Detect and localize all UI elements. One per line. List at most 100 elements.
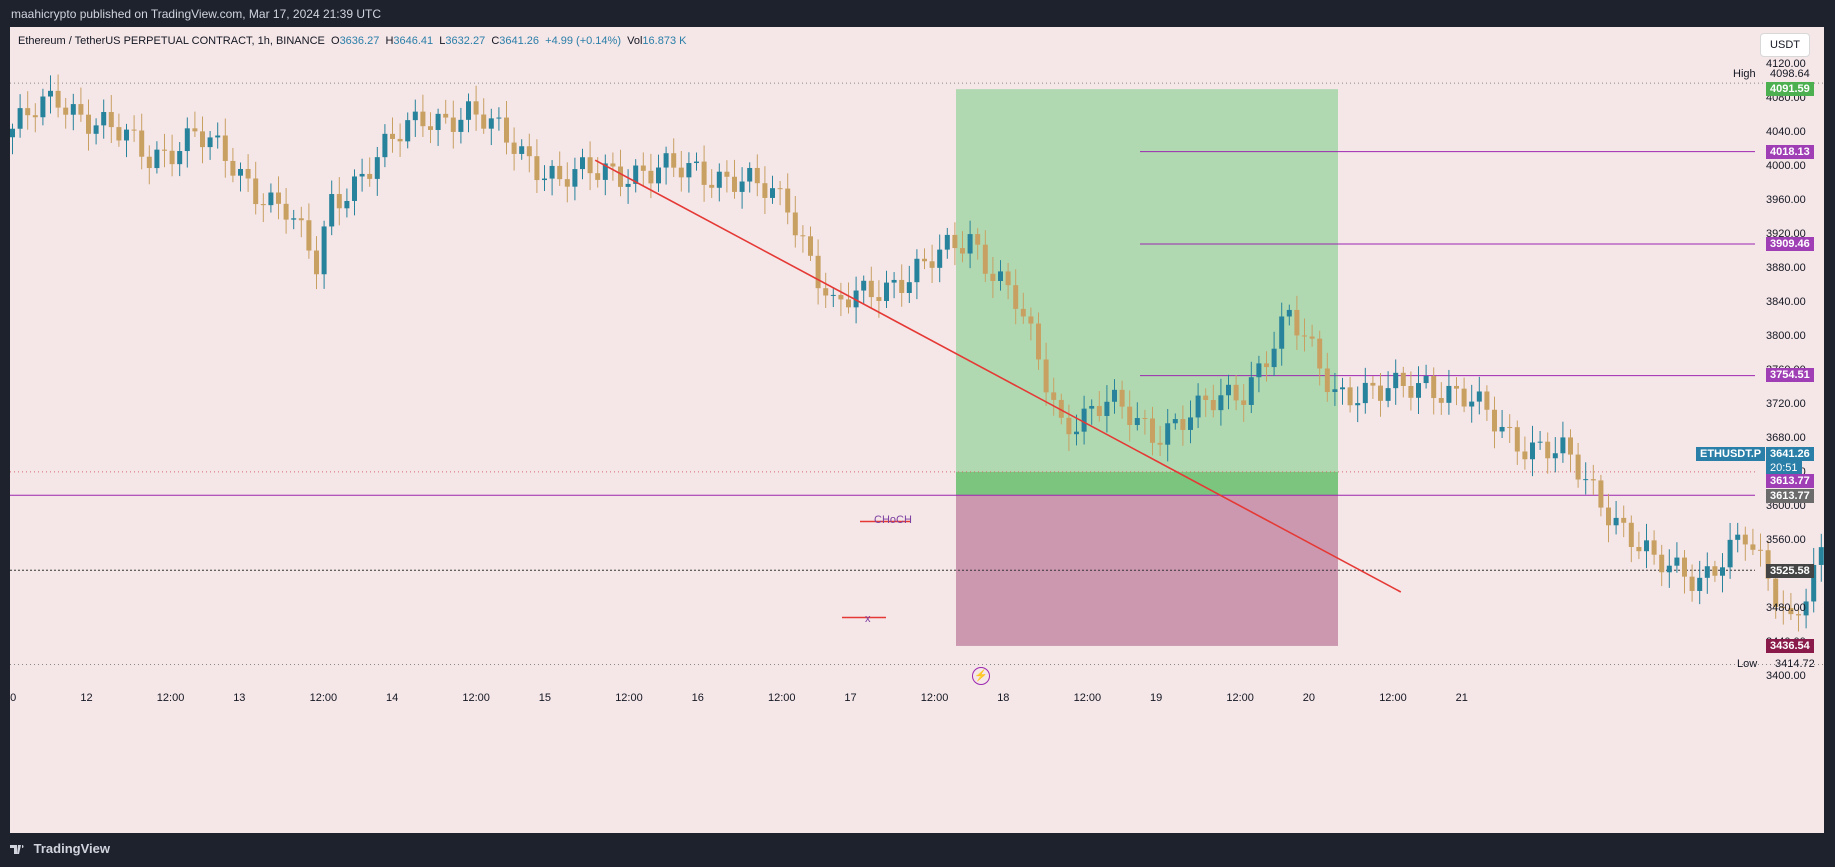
candle-body [1758, 549, 1763, 551]
candle-body [283, 203, 289, 220]
candle-body [1241, 400, 1247, 405]
candle-body [671, 153, 677, 168]
x-tick-label: 19 [1150, 692, 1163, 704]
candle-body [1697, 577, 1703, 591]
candle-body [1203, 395, 1209, 401]
currency-button[interactable]: USDT [1760, 33, 1810, 57]
candle-body [314, 250, 319, 275]
publisher-line: maahicrypto published on TradingView.com… [11, 7, 381, 21]
candle-body [587, 157, 593, 174]
candle-body [146, 156, 152, 169]
candle-body [207, 137, 213, 148]
candle-body [998, 271, 1003, 282]
candle-body [1682, 557, 1687, 577]
x-tick-label: 12:00 [156, 692, 185, 704]
last-price-tag: 3641.26 [1766, 447, 1814, 461]
candle-body [154, 149, 160, 169]
candle-body [1020, 308, 1026, 317]
y-tick-label: 3880.00 [1766, 262, 1806, 274]
candle-body [1089, 405, 1095, 409]
high-label-tag: High [1733, 68, 1756, 80]
candle-body [1355, 403, 1361, 406]
candle-body [967, 234, 973, 254]
chart-plot[interactable] [10, 27, 1824, 833]
low-value-tag: 3414.72 [1775, 658, 1815, 670]
candle-body [1317, 338, 1323, 369]
chart-area[interactable]: Ethereum / TetherUS PERPETUAL CONTRACT, … [10, 27, 1824, 833]
candle-body [86, 114, 91, 134]
candle-body [724, 171, 730, 177]
candle-body [678, 167, 684, 178]
y-tick-label: 3400.00 [1766, 670, 1806, 682]
candle-body [215, 135, 221, 138]
candle-body [853, 290, 859, 308]
candle-body [17, 108, 23, 129]
candle-body [884, 282, 889, 301]
candle-body [868, 280, 874, 298]
candle-body [534, 156, 540, 181]
candle-body [1644, 540, 1649, 552]
symbol-price-tag: ETHUSDT.P [1696, 447, 1766, 461]
candle-body [1104, 401, 1110, 416]
candle-body [162, 149, 167, 151]
candle-body [1735, 534, 1741, 540]
candle-body [405, 120, 411, 142]
candle-body [694, 161, 699, 164]
candle-body [1803, 601, 1809, 616]
candle-body [519, 146, 525, 154]
candle-body [899, 279, 905, 293]
candle-body [1271, 348, 1277, 368]
brand-label: TradingView [33, 841, 110, 856]
candle-body [1431, 375, 1437, 399]
candle-body [473, 101, 479, 115]
candle-body [792, 212, 798, 236]
candle-body [815, 255, 821, 289]
candle-body [1598, 480, 1604, 508]
candle-body [602, 163, 608, 180]
candle-body [1332, 389, 1338, 393]
candle-body [1248, 377, 1254, 405]
tradingview-logo[interactable]: TradingView [10, 841, 110, 856]
candle-body [564, 179, 570, 187]
candle-body [359, 173, 365, 177]
candle-body [929, 261, 935, 268]
candle-body [238, 168, 243, 176]
candle-body [428, 126, 433, 130]
candle-body [222, 135, 228, 161]
candle-body [914, 258, 920, 283]
lightning-icon[interactable]: ⚡ [972, 667, 990, 685]
candle-body [276, 192, 281, 204]
candle-body [1051, 392, 1057, 400]
candle-body [367, 173, 373, 179]
low-label: L [439, 35, 446, 47]
candle-body [374, 157, 380, 179]
target-zone [956, 89, 1338, 496]
candle-body [1195, 395, 1201, 418]
y-tick-label: 3800.00 [1766, 330, 1806, 342]
candle-body [321, 226, 327, 275]
candle-body [435, 113, 441, 130]
candle-body [450, 117, 456, 132]
x-tick-label: 21 [1455, 692, 1468, 704]
candle-body [1362, 382, 1368, 404]
candle-body [458, 119, 464, 132]
candle-body [1013, 285, 1019, 309]
candle-body [131, 129, 137, 131]
y-tick-label: 4000.00 [1766, 160, 1806, 172]
candle-body [230, 160, 236, 176]
vol-value: 16.873 K [642, 35, 687, 47]
x-tick-label: 12:00 [768, 692, 796, 704]
y-tick-label: 3480.00 [1766, 602, 1806, 614]
candle-body [1423, 375, 1429, 384]
candle-body [610, 163, 616, 167]
candle-body [754, 167, 760, 184]
candle-body [838, 294, 844, 300]
candle-body [823, 288, 829, 296]
candle-body [1476, 391, 1482, 402]
x-tick-label: 12:00 [615, 692, 643, 704]
candle-body [1583, 479, 1589, 481]
candle-body [1454, 385, 1459, 389]
candle-body [1210, 400, 1216, 411]
x-tick-label: 14 [386, 692, 399, 704]
candle-body [1066, 417, 1072, 435]
